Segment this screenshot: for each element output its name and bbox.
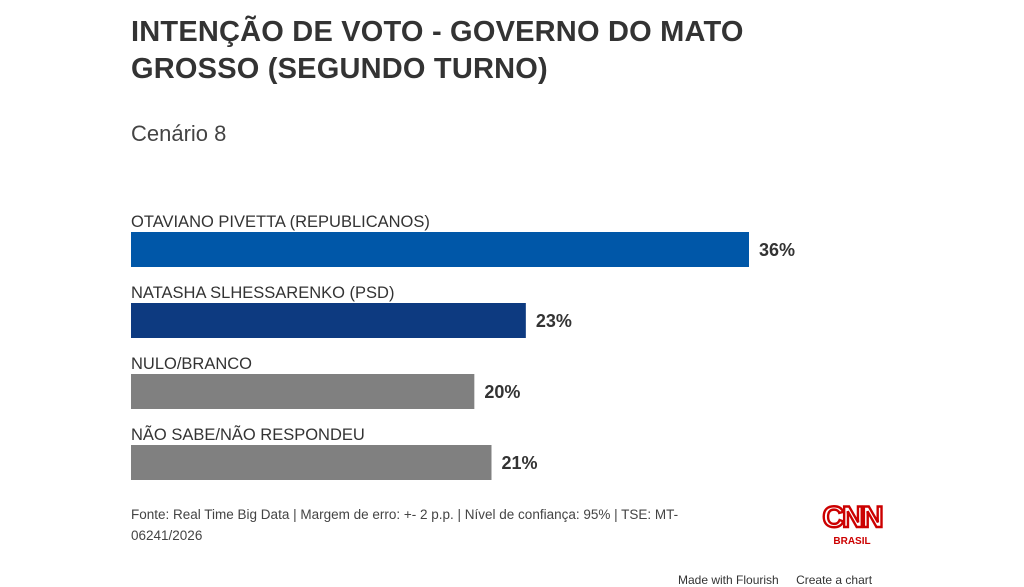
bar: [131, 232, 749, 267]
value-label: 20%: [484, 382, 520, 402]
made-with-flourish-link[interactable]: Made with Flourish: [678, 573, 779, 587]
cnn-logo-icon: CNN BRASIL: [821, 500, 885, 547]
value-label: 36%: [759, 240, 795, 260]
chart-title-line-1: INTENÇÃO DE VOTO - GOVERNO DO MATO: [131, 16, 744, 48]
bar: [131, 303, 526, 338]
flourish-credit: Made with Flourish Create a chart: [678, 573, 886, 587]
category-label: NULO/BRANCO: [131, 355, 252, 373]
source-note: Fonte: Real Time Big Data | Margem de er…: [131, 504, 781, 546]
cnn-logo-subtext: BRASIL: [833, 536, 870, 547]
value-label: 23%: [536, 311, 572, 331]
source-note-line-2: 06241/2026: [131, 528, 203, 543]
category-label: NÃO SABE/NÃO RESPONDEU: [131, 424, 365, 444]
value-label: 21%: [502, 453, 538, 473]
cnn-logo-text: CNN: [823, 501, 882, 534]
category-label: NATASHA SLHESSARENKO (PSD): [131, 284, 394, 302]
source-note-line-1: Fonte: Real Time Big Data | Margem de er…: [131, 507, 679, 522]
bar: [131, 445, 492, 480]
create-chart-link[interactable]: Create a chart: [796, 573, 873, 587]
cnn-brasil-logo: CNN BRASIL: [820, 500, 885, 548]
category-label: OTAVIANO PIVETTA (REPUBLICANOS): [131, 213, 430, 231]
chart-title: INTENÇÃO DE VOTO - GOVERNO DO MATO GROSS…: [131, 14, 791, 88]
chart-subtitle: Cenário 8: [131, 121, 227, 146]
bar: [131, 374, 475, 409]
chart-title-line-2: GROSSO (SEGUNDO TURNO): [131, 53, 548, 85]
